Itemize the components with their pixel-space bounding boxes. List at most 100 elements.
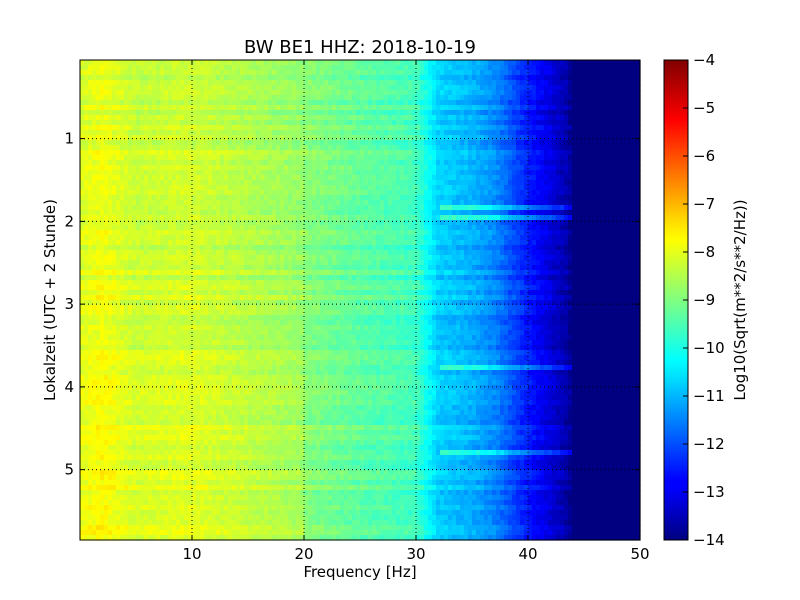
heatmap-cell — [328, 175, 333, 181]
heatmap-cell — [320, 110, 325, 116]
heatmap-cell — [204, 135, 209, 141]
heatmap-cell — [300, 175, 305, 181]
heatmap-cell — [88, 120, 93, 126]
heatmap-cell — [196, 200, 201, 206]
heatmap-cell — [468, 220, 473, 226]
heatmap-cell — [288, 190, 293, 196]
heatmap-cell — [352, 65, 357, 71]
heatmap-cell — [308, 180, 313, 186]
heatmap-cell — [92, 90, 97, 96]
heatmap-cell — [204, 160, 209, 166]
heatmap-cell — [104, 85, 109, 91]
heatmap-cell — [304, 235, 309, 241]
heatmap-cell — [404, 145, 409, 151]
heatmap-cell — [88, 225, 93, 231]
heatmap-cell — [316, 75, 321, 81]
heatmap-cell — [212, 130, 217, 136]
heatmap-cell — [252, 230, 257, 236]
heatmap-cell — [620, 80, 625, 86]
heatmap-cell — [540, 155, 545, 161]
heatmap-cell — [604, 65, 609, 71]
heatmap-cell — [212, 65, 217, 71]
heatmap-cell — [600, 205, 605, 211]
heatmap-cell — [288, 205, 293, 211]
heatmap-cell — [388, 145, 393, 151]
heatmap-cell — [188, 200, 193, 206]
heatmap-cell — [120, 80, 125, 86]
heatmap-cell — [268, 115, 273, 121]
heatmap-cell — [136, 190, 141, 196]
heatmap-cell — [320, 200, 325, 206]
heatmap-cell — [344, 160, 349, 166]
heatmap-cell — [216, 195, 221, 201]
heatmap-cell — [236, 70, 241, 76]
heatmap-cell — [124, 115, 129, 121]
heatmap-cell — [544, 180, 549, 186]
heatmap-cell — [288, 100, 293, 106]
heatmap-cell — [136, 130, 141, 136]
heatmap-cell — [532, 75, 537, 81]
heatmap-cell — [348, 115, 353, 121]
heatmap-cell — [324, 85, 329, 91]
heatmap-cell — [580, 110, 585, 116]
heatmap-cell — [408, 130, 413, 136]
heatmap-cell — [92, 120, 97, 126]
heatmap-cell — [108, 200, 113, 206]
heatmap-cell — [296, 85, 301, 91]
heatmap-cell — [132, 100, 137, 106]
heatmap-cell — [624, 80, 629, 86]
heatmap-cell — [192, 85, 197, 91]
heatmap-cell — [80, 205, 85, 211]
heatmap-cell — [84, 215, 89, 221]
heatmap-cell — [148, 80, 153, 86]
heatmap-cell — [420, 225, 425, 231]
heatmap-cell — [592, 160, 597, 166]
heatmap-cell — [456, 60, 461, 66]
heatmap-cell — [104, 235, 109, 241]
heatmap-cell — [88, 145, 93, 151]
heatmap-cell — [540, 170, 545, 176]
heatmap-cell — [328, 135, 333, 141]
heatmap-cell — [240, 65, 245, 71]
heatmap-cell — [636, 220, 641, 226]
heatmap-cell — [556, 220, 561, 226]
heatmap-cell — [128, 170, 133, 176]
heatmap-cell — [180, 115, 185, 121]
heatmap-cell — [88, 90, 93, 96]
heatmap-cell — [492, 95, 497, 101]
heatmap-cell — [596, 70, 601, 76]
heatmap-cell — [396, 125, 401, 131]
heatmap-cell — [456, 70, 461, 76]
heatmap-cell — [432, 145, 437, 151]
heatmap-cell — [628, 210, 633, 216]
heatmap-cell — [476, 100, 481, 106]
heatmap-cell — [540, 120, 545, 126]
heatmap-cell — [208, 235, 213, 241]
heatmap-cell — [236, 225, 241, 231]
heatmap-cell — [472, 100, 477, 106]
heatmap-cell — [628, 170, 633, 176]
heatmap-cell — [572, 195, 577, 201]
heatmap-cell — [444, 185, 449, 191]
heatmap-cell — [216, 60, 221, 66]
heatmap-cell — [588, 180, 593, 186]
heatmap-cell — [336, 145, 341, 151]
heatmap-cell — [116, 130, 121, 136]
heatmap-cell — [616, 100, 621, 106]
heatmap-cell — [224, 205, 229, 211]
heatmap-cell — [540, 140, 545, 146]
heatmap-cell — [536, 105, 541, 111]
heatmap-cell — [240, 70, 245, 76]
heatmap-cell — [212, 180, 217, 186]
heatmap-cell — [328, 220, 333, 226]
heatmap-cell — [488, 185, 493, 191]
heatmap-cell — [120, 120, 125, 126]
heatmap-cell — [284, 235, 289, 241]
heatmap-cell — [312, 170, 317, 176]
heatmap-cell — [180, 210, 185, 216]
heatmap-cell — [240, 150, 245, 156]
heatmap-cell — [368, 140, 373, 146]
heatmap-cell — [280, 190, 285, 196]
heatmap-cell — [636, 175, 641, 181]
heatmap-cell — [448, 70, 453, 76]
